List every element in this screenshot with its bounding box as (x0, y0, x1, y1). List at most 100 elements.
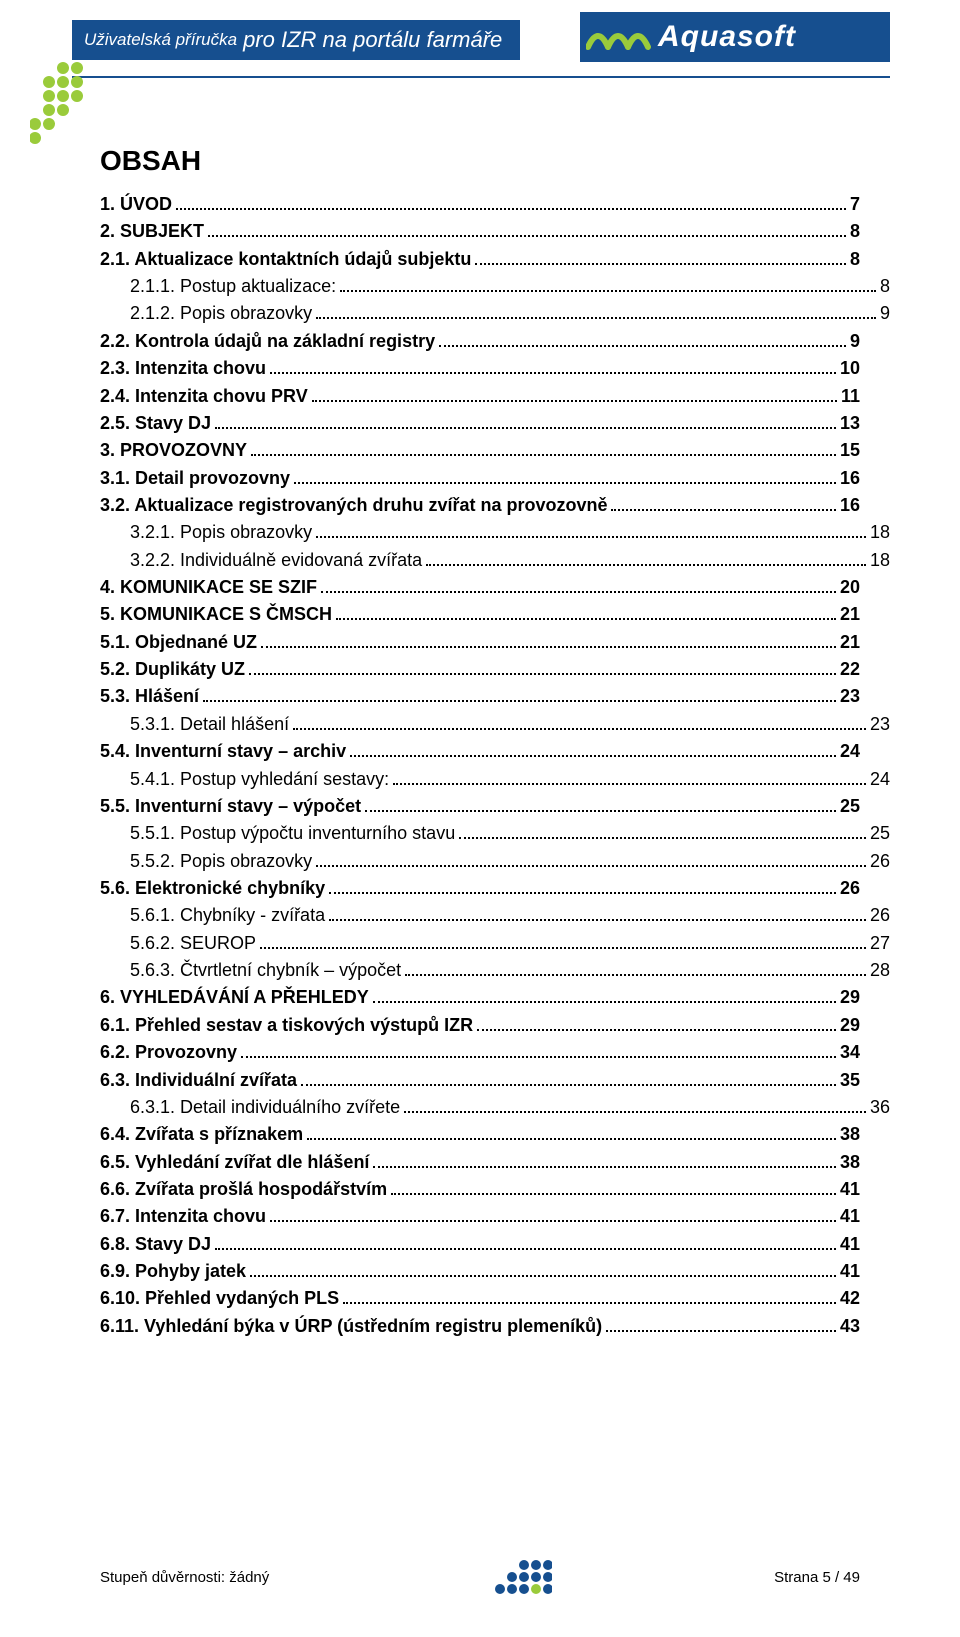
toc-row[interactable]: 5. KOMUNIKACE S ČMSCH21 (100, 601, 860, 628)
toc-label: 5.4. Inventurní stavy – archiv (100, 738, 346, 765)
toc-leader (343, 1301, 836, 1304)
toc-label: 5.6.1. Chybníky - zvířata (130, 902, 325, 929)
toc-page: 38 (840, 1121, 860, 1148)
toc-row[interactable]: 2.2. Kontrola údajů na základní registry… (100, 328, 860, 355)
toc-label: 5.5.1. Postup výpočtu inventurního stavu (130, 820, 455, 847)
toc-page: 24 (840, 738, 860, 765)
toc-label: 5.3.1. Detail hlášení (130, 711, 289, 738)
toc-row[interactable]: 2.4. Intenzita chovu PRV11 (100, 383, 860, 410)
toc-row[interactable]: 2.1.1. Postup aktualizace:8 (100, 273, 890, 300)
toc-page: 41 (840, 1258, 860, 1285)
toc-page: 23 (840, 683, 860, 710)
toc-row[interactable]: 5.6.1. Chybníky - zvířata26 (100, 902, 890, 929)
toc-row[interactable]: 2.1.2. Popis obrazovky9 (100, 300, 890, 327)
toc-label: 2.3. Intenzita chovu (100, 355, 266, 382)
toc-row[interactable]: 5.3. Hlášení23 (100, 683, 860, 710)
header-rule (72, 76, 890, 78)
toc-row[interactable]: 6.10. Přehled vydaných PLS42 (100, 1285, 860, 1312)
toc-label: 2.5. Stavy DJ (100, 410, 211, 437)
toc-page: 16 (840, 492, 860, 519)
toc-leader (365, 809, 836, 812)
toc-row[interactable]: 5.6.3. Čtvrtletní chybník – výpočet28 (100, 957, 890, 984)
toc-page: 16 (840, 465, 860, 492)
toc-row[interactable]: 5.5. Inventurní stavy – výpočet25 (100, 793, 860, 820)
toc-row[interactable]: 5.4.1. Postup vyhledání sestavy:24 (100, 766, 890, 793)
toc-page: 8 (850, 218, 860, 245)
toc-page: 34 (840, 1039, 860, 1066)
toc-leader (312, 399, 837, 402)
toc-row[interactable]: 3.2.1. Popis obrazovky18 (100, 519, 890, 546)
toc-page: 42 (840, 1285, 860, 1312)
toc-row[interactable]: 2.3. Intenzita chovu10 (100, 355, 860, 382)
toc-leader (293, 727, 866, 730)
footer-left: Stupeň důvěrnosti: žádný (100, 1569, 269, 1586)
toc-row[interactable]: 5.5.2. Popis obrazovky 26 (100, 848, 890, 875)
page-footer: Stupeň důvěrnosti: žádný (100, 1557, 860, 1597)
toc-leader (459, 836, 866, 839)
toc-page: 25 (840, 793, 860, 820)
toc-leader (611, 508, 835, 511)
toc-row[interactable]: 5.6. Elektronické chybníky 26 (100, 875, 860, 902)
toc-page: 9 (880, 300, 890, 327)
toc-leader (215, 426, 836, 429)
toc-row[interactable]: 3. PROVOZOVNY15 (100, 437, 860, 464)
toc-row[interactable]: 2. SUBJEKT8 (100, 218, 860, 245)
toc-page: 8 (880, 273, 890, 300)
toc-row[interactable]: 6. VYHLEDÁVÁNÍ A PŘEHLEDY29 (100, 984, 860, 1011)
toc-row[interactable]: 2.1. Aktualizace kontaktních údajů subje… (100, 246, 860, 273)
toc-leader (203, 699, 836, 702)
toc-page: 15 (840, 437, 860, 464)
toc-row[interactable]: 6.3. Individuální zvířata35 (100, 1067, 860, 1094)
toc-row[interactable]: 6.5. Vyhledání zvířat dle hlášení38 (100, 1149, 860, 1176)
toc-page: 38 (840, 1149, 860, 1176)
toc-leader (391, 1192, 836, 1195)
toc-page: 25 (870, 820, 890, 847)
toc-leader (270, 371, 836, 374)
toc-row[interactable]: 5.2. Duplikáty UZ22 (100, 656, 860, 683)
toc-row[interactable]: 6.9. Pohyby jatek41 (100, 1258, 860, 1285)
toc-label: 2.4. Intenzita chovu PRV (100, 383, 308, 410)
content: OBSAH 1. ÚVOD72. SUBJEKT82.1. Aktualizac… (0, 115, 960, 1340)
toc-leader (261, 645, 836, 648)
toc-row[interactable]: 4. KOMUNIKACE SE SZIF20 (100, 574, 860, 601)
toc-row[interactable]: 1. ÚVOD7 (100, 191, 860, 218)
toc-row[interactable]: 3.1. Detail provozovny16 (100, 465, 860, 492)
toc-row[interactable]: 5.3.1. Detail hlášení23 (100, 711, 890, 738)
toc-row[interactable]: 6.4. Zvířata s příznakem 38 (100, 1121, 860, 1148)
toc-leader (350, 754, 836, 757)
toc-page: 13 (840, 410, 860, 437)
toc-page: 9 (850, 328, 860, 355)
toc-page: 21 (840, 629, 860, 656)
toc-row[interactable]: 6.3.1. Detail individuálního zvířete36 (100, 1094, 890, 1121)
waves-icon (580, 12, 658, 62)
toc-row[interactable]: 5.1. Objednané UZ 21 (100, 629, 860, 656)
toc-label: 5.6. Elektronické chybníky (100, 875, 325, 902)
toc-leader (251, 453, 836, 456)
toc-leader (176, 207, 846, 210)
toc-page: 26 (870, 848, 890, 875)
toc-label: 5.5.2. Popis obrazovky (130, 848, 312, 875)
header-title-small: Uživatelská příručka (84, 30, 243, 50)
toc-row[interactable]: 6.8. Stavy DJ41 (100, 1231, 860, 1258)
toc-page: 21 (840, 601, 860, 628)
toc-leader (301, 1083, 836, 1086)
toc-row[interactable]: 5.4. Inventurní stavy – archiv 24 (100, 738, 860, 765)
page-header: Uživatelská příručka pro IZR na portálu … (0, 0, 960, 115)
toc-row[interactable]: 6.11. Vyhledání býka v ÚRP (ústředním re… (100, 1313, 860, 1340)
toc-row[interactable]: 6.7. Intenzita chovu41 (100, 1203, 860, 1230)
toc-label: 6.4. Zvířata s příznakem (100, 1121, 303, 1148)
toc-row[interactable]: 6.1. Přehled sestav a tiskových výstupů … (100, 1012, 860, 1039)
toc-row[interactable]: 5.6.2. SEUROP27 (100, 930, 890, 957)
toc-row[interactable]: 3.2. Aktualizace registrovaných druhu zv… (100, 492, 860, 519)
toc-row[interactable]: 6.6. Zvířata prošlá hospodářstvím41 (100, 1176, 860, 1203)
toc-label: 5.1. Objednané UZ (100, 629, 257, 656)
toc-label: 4. KOMUNIKACE SE SZIF (100, 574, 317, 601)
toc-row[interactable]: 3.2.2. Individuálně evidovaná zvířata18 (100, 547, 890, 574)
toc-row[interactable]: 2.5. Stavy DJ 13 (100, 410, 860, 437)
toc-leader (208, 234, 846, 237)
toc-page: 26 (840, 875, 860, 902)
toc-row[interactable]: 5.5.1. Postup výpočtu inventurního stavu… (100, 820, 890, 847)
toc-row[interactable]: 6.2. Provozovny34 (100, 1039, 860, 1066)
toc-label: 5.4.1. Postup vyhledání sestavy: (130, 766, 389, 793)
toc-label: 5.6.2. SEUROP (130, 930, 256, 957)
